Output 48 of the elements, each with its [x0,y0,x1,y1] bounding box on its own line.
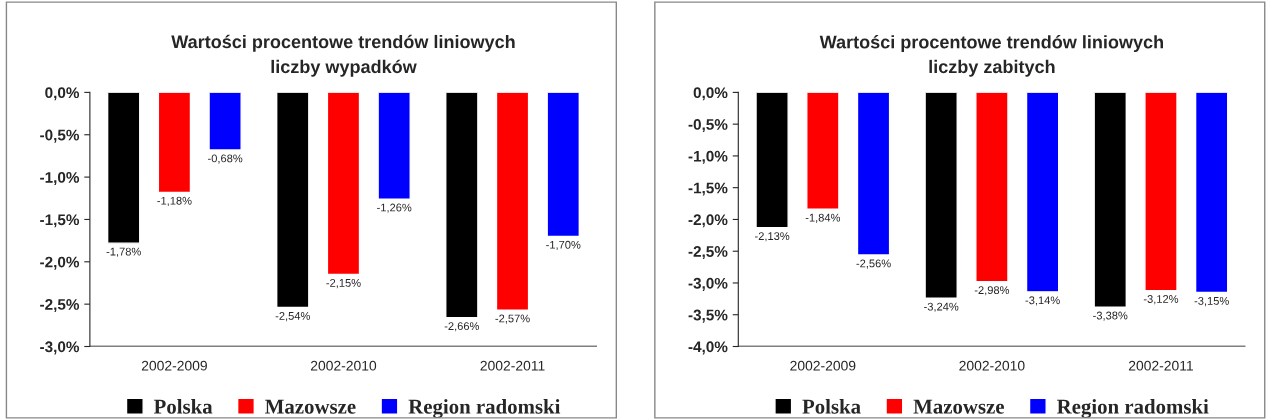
y-tick-label: -0,5% [688,119,728,133]
data-label: -2,66% [444,322,480,332]
legend-label: Mazowsze [265,399,356,414]
y-tick-label: -1,5% [40,214,80,228]
y-tick-label: -0,5% [40,129,80,143]
x-tick-label: 2002-2009 [790,360,856,371]
y-tick-label: -3,0% [40,341,80,355]
data-label: -1,18% [157,196,192,206]
y-tick-label: -1,5% [688,182,728,196]
data-label: -1,26% [377,203,412,213]
y-tick-label: -3,0% [688,277,728,291]
y-tick-label: 0,0% [45,87,80,101]
y-tick-label: -2,5% [688,246,728,260]
legend-label: Mazowsze [913,399,1004,414]
data-label: -1,70% [546,240,581,251]
legend-label: Region radomski [1056,399,1209,419]
y-tick-label: -1,0% [688,150,728,164]
data-label: -2,57% [495,314,530,324]
x-tick-label: 2002-2011 [480,360,545,371]
chart-title: Wartości procentowe trendów liniowych liczby wypadków [171,34,515,77]
data-label: -1,78% [106,247,141,257]
data-label: -3,14% [1025,296,1060,306]
y-tick-label: -4,0% [688,341,728,355]
data-label: -2,56% [856,259,891,269]
data-label: -3,12% [1143,295,1179,305]
chart-title: Wartości procentowe trendów liniowych liczby zabitych [819,35,1163,77]
data-label: -0,68% [208,154,243,164]
data-label: -3,24% [924,302,959,312]
data-label: -1,84% [805,213,841,223]
y-tick-label: -2,0% [688,214,728,228]
y-tick-label: 0,0% [693,87,728,101]
y-tick-label: -1,0% [40,171,80,185]
y-tick-label: -2,5% [40,299,80,313]
y-tick-label: -3,5% [688,309,728,323]
data-label: -2,98% [974,286,1010,296]
data-label: -2,15% [326,278,361,289]
legend-label: Polska [153,399,213,414]
data-label: -2,54% [275,312,310,322]
x-tick-label: 2002-2009 [141,360,207,371]
legend-label: Region radomski [408,399,561,419]
y-tick-label: -2,0% [40,256,80,270]
data-label: -3,38% [1093,311,1128,321]
data-label: -2,13% [755,232,790,242]
x-tick-label: 2002-2010 [310,360,377,371]
x-tick-label: 2002-2010 [959,360,1025,371]
legend-label: Polska [802,399,861,414]
x-tick-label: 2002-2011 [1128,360,1193,371]
data-label: -3,15% [1194,296,1229,307]
